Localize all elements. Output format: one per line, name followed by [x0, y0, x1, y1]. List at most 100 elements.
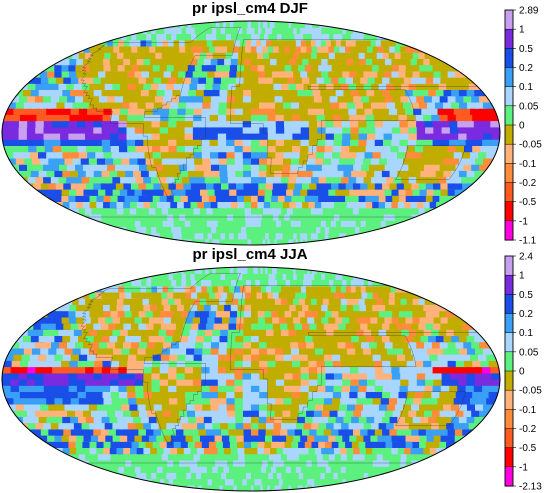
field-cell [251, 273, 256, 280]
field-cell [38, 397, 49, 405]
field-cell [93, 139, 103, 146]
field-cell [451, 347, 463, 355]
field-cell [136, 58, 150, 66]
field-cell [347, 157, 357, 165]
field-cell [378, 64, 393, 72]
field-cell [319, 21, 358, 28]
field-cell [83, 341, 95, 349]
field-cell [341, 139, 352, 146]
field-cell [289, 58, 299, 66]
field-cell [372, 310, 385, 318]
field-cell [189, 329, 200, 336]
field-cell [174, 176, 184, 184]
field-cell [345, 77, 357, 84]
field-cell [211, 164, 221, 171]
field-cell [226, 108, 236, 115]
field-cell [239, 466, 247, 473]
field-cell [490, 139, 500, 146]
field-cell [282, 341, 292, 349]
field-cell [124, 310, 138, 318]
field-cell [117, 310, 131, 318]
field-cell [363, 347, 374, 355]
field-cell [363, 189, 376, 196]
field-cell [340, 304, 353, 312]
field-cell [259, 226, 267, 234]
field-cell [313, 164, 324, 171]
field-cell [186, 347, 196, 355]
field-cell [237, 304, 246, 312]
field-cell [118, 139, 128, 146]
field-cell [304, 441, 315, 448]
field-cell [348, 422, 360, 430]
field-cell [380, 151, 391, 159]
field-cell [221, 77, 230, 84]
field-cell [170, 447, 182, 455]
field-cell [103, 310, 118, 318]
field-cell [374, 416, 386, 424]
field-cell [272, 70, 281, 78]
field-cell [267, 157, 276, 165]
field-cell [419, 403, 430, 411]
field-cell [319, 267, 358, 274]
field-cell [209, 114, 219, 122]
field-cell [201, 120, 211, 128]
field-cell [234, 145, 244, 153]
field-cell [197, 213, 208, 221]
field-cell [389, 416, 401, 424]
field-cell [85, 372, 95, 380]
field-cell [490, 385, 500, 392]
field-cell [298, 341, 308, 349]
field-cell [140, 335, 152, 343]
field-cell [371, 347, 382, 355]
field-cell [312, 416, 323, 424]
field-cell [398, 145, 409, 153]
field-cell [33, 182, 48, 190]
field-cell [193, 108, 203, 115]
field-cell [123, 410, 134, 417]
field-cell [308, 114, 318, 122]
field-cell [291, 397, 301, 405]
field-cell [275, 139, 285, 146]
field-cell [459, 157, 471, 165]
field-cell [141, 435, 154, 442]
field-cell [235, 422, 245, 430]
field-cell [85, 360, 96, 368]
field-cell [54, 416, 67, 424]
field-cell [413, 108, 424, 115]
field-cell [440, 77, 455, 84]
field-cell [433, 323, 447, 330]
field-cell [138, 310, 151, 318]
field-cell [292, 139, 302, 146]
field-cell [310, 298, 322, 305]
field-cell [223, 39, 232, 47]
field-cell [213, 428, 223, 436]
field-cell [192, 133, 202, 140]
field-cell [108, 77, 121, 84]
field-cell [364, 108, 375, 115]
field-cell [245, 466, 252, 473]
field-cell [209, 385, 219, 392]
field-cell [23, 403, 36, 411]
field-cell [103, 64, 118, 72]
field-cell [134, 70, 147, 78]
field-cell [266, 466, 274, 473]
field-cell [300, 360, 310, 368]
field-cell [171, 95, 181, 103]
field-cell [264, 279, 272, 287]
field-cell [209, 139, 219, 146]
field-cell [209, 379, 219, 386]
field-cell [201, 360, 211, 368]
field-cell [373, 145, 384, 153]
field-cell [51, 133, 61, 140]
field-cell [287, 428, 297, 436]
field-cell [251, 157, 260, 165]
field-cell [451, 416, 464, 424]
field-cell [369, 164, 380, 171]
map-border [1, 20, 501, 246]
field-cell [243, 189, 252, 196]
field-cell [312, 170, 323, 178]
field-cell [13, 354, 25, 361]
field-cell [63, 428, 77, 436]
field-cell [348, 329, 360, 336]
field-cell [51, 379, 61, 386]
